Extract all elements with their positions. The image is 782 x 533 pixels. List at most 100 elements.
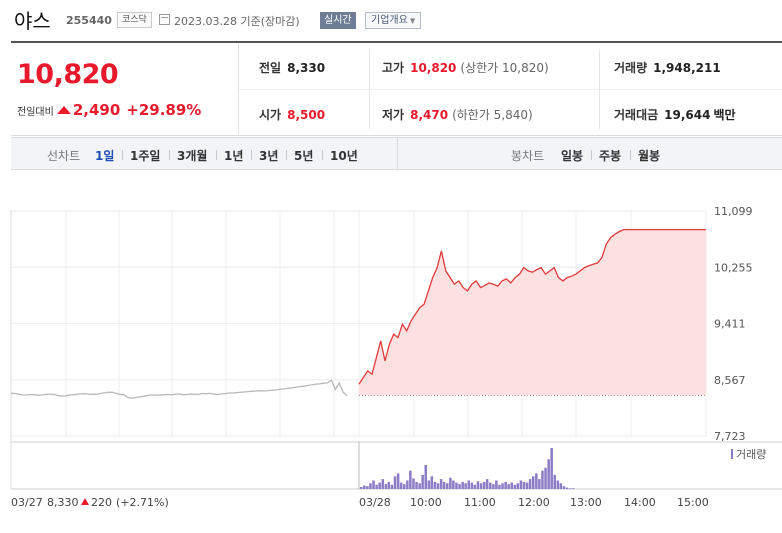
volume-bar	[476, 481, 480, 489]
volume-bar	[415, 481, 418, 489]
candle-chart-title: 봉차트	[511, 149, 545, 163]
period-10y[interactable]: 10년	[330, 149, 358, 163]
lower-limit: (하한가 5,840)	[452, 108, 533, 122]
prev-close-cell: 전일 8,330	[259, 59, 325, 76]
volume-bar	[455, 482, 458, 489]
chevron-down-icon: ▼	[409, 17, 416, 25]
row-divider	[239, 89, 782, 90]
volume-bar	[519, 480, 523, 489]
volume-bar	[479, 483, 483, 489]
open-value: 8,500	[287, 108, 326, 122]
high-cell: 고가 10,820 (상한가 10,820)	[382, 59, 549, 76]
separator	[169, 150, 170, 160]
chart-lines	[10, 228, 706, 399]
volume-bar	[439, 479, 443, 489]
volume-bar	[528, 479, 532, 489]
volume-cell: 거래량 1,948,211	[614, 59, 721, 76]
company-info-label: 기업개요	[371, 15, 408, 26]
candle-daily[interactable]: 일봉	[561, 149, 584, 163]
volume-bar	[424, 465, 427, 489]
x-tick-label: 13:00	[570, 496, 602, 509]
period-1w[interactable]: 1주일	[130, 149, 161, 163]
volume-bar	[507, 484, 510, 489]
volume-bar	[452, 480, 455, 489]
volume-bar	[489, 482, 492, 489]
open-cell: 시가 8,500	[259, 106, 325, 123]
high-label: 고가	[382, 61, 405, 75]
volume-bar	[433, 481, 437, 489]
upper-limit: (상한가 10,820)	[460, 61, 549, 75]
quote-panel: 10,820 전일대비 2,490 +29.89% 전일 8,330 시가 8,500 …	[11, 41, 782, 136]
today-area	[359, 229, 706, 396]
x-tick-label: 15:00	[677, 496, 709, 509]
separator	[251, 150, 252, 160]
prev-day-line	[10, 379, 348, 399]
x-tick-date: 03/27	[11, 496, 43, 509]
volume-bar	[510, 482, 513, 489]
volume-bar	[406, 480, 409, 489]
x-tick-label: 14:00	[624, 496, 656, 509]
low-cell: 저가 8,470 (하한가 5,840)	[382, 106, 533, 123]
period-3m[interactable]: 3개월	[177, 149, 208, 163]
amount-unit: 백만	[713, 108, 736, 122]
period-1y[interactable]: 1년	[224, 149, 244, 163]
current-price-box: 10,820 전일대비 2,490 +29.89%	[11, 43, 239, 135]
volume-bar	[513, 484, 517, 489]
volume-label: 거래량	[614, 61, 648, 75]
bar-divider	[397, 138, 398, 169]
volume-bar	[565, 487, 569, 489]
change-row: 전일대비 2,490 +29.89%	[17, 101, 201, 119]
volume-bar	[504, 481, 507, 489]
calendar-icon	[159, 14, 170, 25]
low-value: 8,470	[410, 108, 449, 122]
high-value: 10,820	[410, 61, 457, 75]
base-date: 2023.03.28 기준(장마감)	[174, 15, 300, 28]
volume-bar	[442, 481, 446, 489]
volume-value: 1,948,211	[653, 61, 721, 75]
company-info-dropdown[interactable]: 기업개요 ▼	[365, 12, 422, 29]
line-chart-title: 선차트	[47, 149, 81, 163]
volume-bar	[446, 483, 449, 489]
volume-bar	[562, 486, 566, 489]
volume-bar	[473, 484, 477, 489]
volume-bar	[387, 481, 391, 489]
volume-bar	[372, 480, 375, 489]
market-badge: 코스닥	[117, 12, 152, 28]
y-tick-label: 9,411	[714, 318, 746, 331]
y-tick-label: 8,567	[714, 374, 746, 387]
volume-bar	[409, 470, 412, 489]
price-chart[interactable]: 11,099 10,255 9,411 8,567 7,723 거래량 03/27 8,3…	[0, 170, 782, 533]
prev-change-value: 220	[91, 496, 112, 509]
volume-bar	[449, 477, 452, 489]
volume-bar	[501, 483, 504, 489]
volume-bar	[418, 483, 421, 489]
volume-bar	[458, 484, 461, 489]
x-tick-date: 03/28	[359, 496, 391, 509]
volume-bar	[559, 483, 563, 489]
volume-bar	[498, 484, 501, 489]
y-tick-label: 10,255	[714, 261, 753, 274]
volume-bar	[516, 483, 520, 489]
volume-bar	[571, 488, 575, 489]
prev-close-label: 전일	[259, 61, 282, 75]
volume-bar	[393, 476, 397, 489]
volume-bar	[396, 473, 400, 489]
candle-weekly[interactable]: 주봉	[599, 149, 622, 163]
realtime-button[interactable]: 실시간	[320, 12, 356, 29]
y-tick-label: 11,099	[714, 205, 753, 218]
volume-bar	[532, 476, 535, 489]
stock-header: 야스 255440 코스닥 2023.03.28 기준(장마감) 실시간 기업개…	[0, 0, 782, 40]
volume-bar	[384, 484, 388, 489]
candle-monthly[interactable]: 월봉	[638, 149, 661, 163]
up-arrow-icon	[81, 498, 89, 505]
amount-cell: 거래대금 19,644 백만	[614, 106, 736, 123]
period-3y[interactable]: 3년	[259, 149, 279, 163]
period-5y[interactable]: 5년	[294, 149, 314, 163]
amount-label: 거래대금	[614, 108, 659, 122]
stock-name: 야스	[14, 9, 51, 33]
x-tick-label: 11:00	[464, 496, 496, 509]
period-1d[interactable]: 1일	[95, 149, 115, 163]
y-axis-labels: 11,099 10,255 9,411 8,567 7,723	[714, 205, 753, 443]
separator	[216, 150, 217, 160]
change-percent: +29.89%	[126, 101, 202, 119]
